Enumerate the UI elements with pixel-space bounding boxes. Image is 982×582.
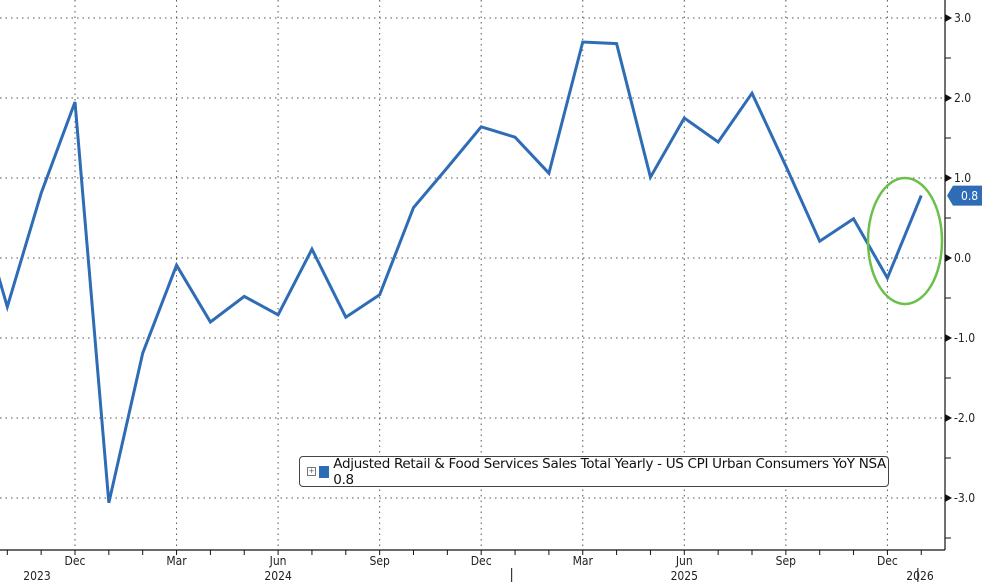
annotation-ellipse bbox=[866, 176, 944, 306]
expand-icon[interactable]: + bbox=[307, 467, 316, 476]
x-month-label: Jun bbox=[675, 554, 693, 568]
x-year-label: 2026 bbox=[906, 569, 934, 582]
y-tick-label: 1.0 bbox=[954, 171, 971, 185]
last-value-label: 0.8 bbox=[961, 189, 978, 203]
x-year-label: 2024 bbox=[264, 569, 292, 582]
x-month-label: Dec bbox=[877, 554, 898, 568]
y-tick-label: 0.0 bbox=[954, 251, 971, 265]
y-tick-marker bbox=[945, 494, 952, 502]
y-tick-marker bbox=[945, 414, 952, 422]
y-tick-marker bbox=[945, 14, 952, 22]
x-month-label: Sep bbox=[776, 554, 797, 568]
x-month-label: Dec bbox=[65, 554, 86, 568]
y-tick-marker bbox=[945, 174, 952, 182]
y-tick-label: 2.0 bbox=[954, 91, 971, 105]
y-tick-label: -1.0 bbox=[954, 331, 975, 345]
y-tick-marker bbox=[945, 334, 952, 342]
legend-swatch bbox=[318, 465, 330, 478]
y-tick-label: 3.0 bbox=[954, 11, 971, 25]
y-tick-label: -3.0 bbox=[954, 491, 975, 505]
legend-text: Adjusted Retail & Food Services Sales To… bbox=[333, 455, 886, 488]
x-year-label: 2023 bbox=[23, 569, 50, 582]
last-value-tag bbox=[947, 185, 982, 206]
x-month-label: Sep bbox=[369, 554, 390, 568]
x-month-label: Jun bbox=[269, 554, 287, 568]
x-month-label: Mar bbox=[573, 554, 594, 568]
x-month-label: Mar bbox=[166, 554, 187, 568]
legend: + Adjusted Retail & Food Services Sales … bbox=[299, 455, 889, 488]
x-month-label: Dec bbox=[471, 554, 492, 568]
y-tick-marker bbox=[945, 254, 952, 262]
x-year-label: 2025 bbox=[671, 569, 698, 582]
y-tick-label: -2.0 bbox=[954, 411, 975, 425]
y-tick-marker bbox=[945, 94, 952, 102]
series-line bbox=[0, 40, 923, 504]
